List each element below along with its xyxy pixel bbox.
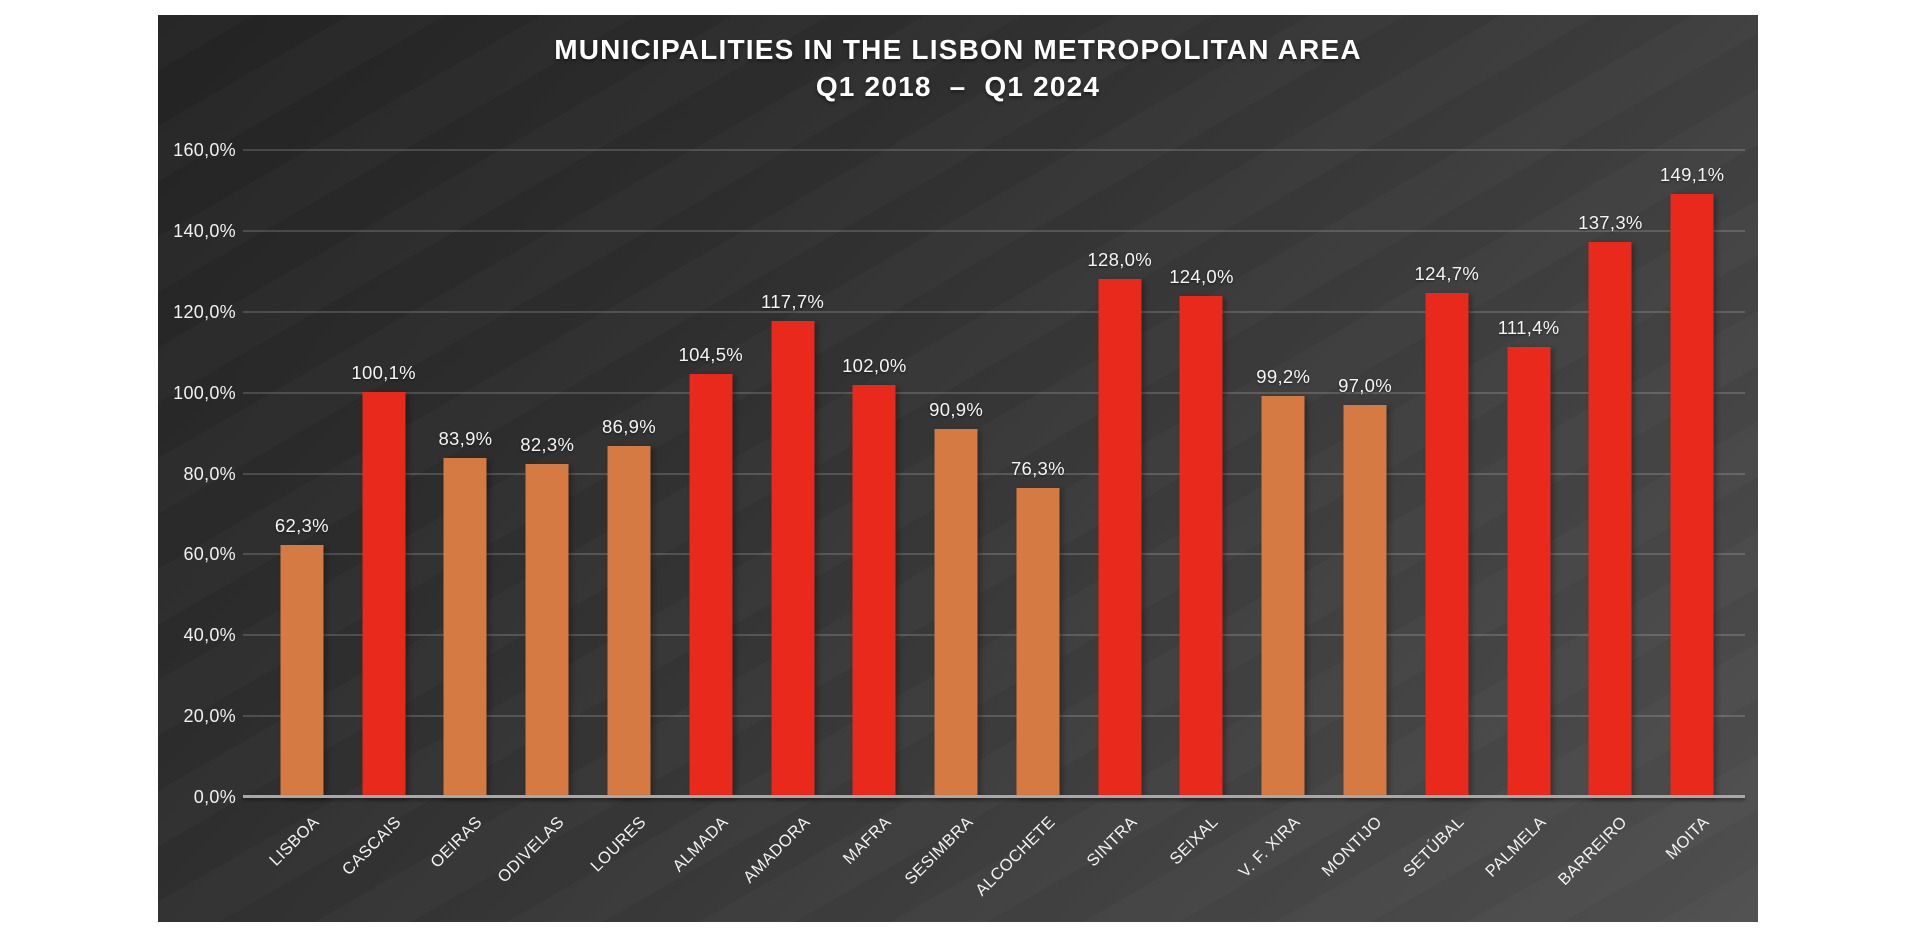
bar-value-label: 117,7% — [760, 291, 825, 313]
bar-almada — [689, 374, 733, 797]
bar-oeiras — [443, 457, 487, 797]
y-tick-label: 20,0% — [183, 706, 236, 727]
bar-v-f-xira — [1261, 395, 1305, 797]
bar-column-moita: 149,1% — [1651, 150, 1733, 797]
bar-column-palmela: 111,4% — [1488, 150, 1570, 797]
bar-value-label: 90,9% — [929, 399, 984, 421]
chart-title-line2: Q1 2018 – Q1 2024 — [815, 71, 1101, 102]
bar-column-barreiro: 137,3% — [1570, 150, 1652, 797]
x-axis-line — [243, 795, 1745, 798]
bar-column-oeiras: 83,9% — [425, 150, 507, 797]
bar-value-label: 111,4% — [1497, 316, 1560, 338]
bar-column-seixal: 124,0% — [1161, 150, 1243, 797]
gridline-100 — [243, 391, 1745, 394]
bar-value-label: 76,3% — [1010, 458, 1065, 480]
bar-alcochete — [1016, 488, 1060, 797]
x-axis-labels: LISBOA CASCAIS OEIRAS ODIVELAS LOURES ALMADA A… — [261, 797, 1733, 937]
bar-value-label: 99,2% — [1256, 365, 1311, 387]
bar-value-label: 82,3% — [520, 434, 575, 456]
gridline-160 — [243, 149, 1745, 151]
bars-layer: 62,3% 100,1% 83,9% 82,3% 86,9% 104,5% 117,7% 10… — [261, 150, 1733, 797]
bar-column-alcochete: 76,3% — [997, 150, 1079, 797]
chart-panel: MUNICIPALITIES IN THE LISBON METROPOLITA… — [158, 15, 1758, 922]
bar-set-bal — [1425, 292, 1469, 797]
chart-title-line1: MUNICIPALITIES IN THE LISBON METROPOLITA… — [554, 34, 1362, 65]
bar-amadora — [771, 321, 815, 797]
bar-value-label: 128,0% — [1087, 249, 1152, 271]
bar-value-label: 83,9% — [438, 427, 493, 449]
bar-column-cascais: 100,1% — [343, 150, 425, 797]
y-tick-label: 0,0% — [193, 787, 236, 807]
bar-lisboa — [280, 545, 324, 797]
y-tick-label: 120,0% — [173, 301, 236, 322]
bar-column-almada: 104,5% — [670, 150, 752, 797]
bar-column-loures: 86,9% — [588, 150, 670, 797]
y-tick-label: 60,0% — [183, 544, 236, 565]
y-tick-label: 100,0% — [173, 382, 236, 403]
gridline-20 — [243, 715, 1745, 718]
bar-cascais — [362, 392, 406, 797]
bar-column-amadora: 117,7% — [752, 150, 834, 797]
bar-column-mafra: 102,0% — [833, 150, 915, 797]
bar-value-label: 137,3% — [1578, 211, 1643, 233]
chart-title: MUNICIPALITIES IN THE LISBON METROPOLITA… — [158, 31, 1758, 105]
bar-value-label: 124,0% — [1169, 265, 1234, 287]
bar-value-label: 100,1% — [351, 362, 416, 384]
gridline-140 — [243, 229, 1745, 232]
bar-value-label: 149,1% — [1659, 164, 1725, 186]
bar-sesimbra — [934, 429, 978, 797]
bar-value-label: 124,7% — [1414, 262, 1480, 284]
bar-column-set-bal: 124,7% — [1406, 150, 1488, 797]
y-tick-label: 40,0% — [183, 625, 236, 646]
bar-column-odivelas: 82,3% — [506, 150, 588, 797]
gridline-40 — [243, 634, 1745, 637]
y-tick-label: 140,0% — [173, 220, 236, 241]
bar-odivelas — [525, 464, 569, 797]
bar-column-montijo: 97,0% — [1324, 150, 1406, 797]
bar-loures — [607, 445, 651, 797]
bar-seixal — [1179, 295, 1223, 797]
bar-column-sintra: 128,0% — [1079, 150, 1161, 797]
gridline-120 — [243, 310, 1745, 313]
bar-moita — [1670, 194, 1714, 797]
y-tick-label: 160,0% — [173, 140, 236, 160]
plot-area: 0,0% 20,0% 40,0% 60,0% 80,0% 100,0% 120,0% 140,… — [173, 140, 1745, 900]
gridline-80 — [243, 472, 1745, 475]
bar-palmela — [1507, 346, 1551, 797]
bar-column-sesimbra: 90,9% — [915, 150, 997, 797]
y-tick-label: 80,0% — [183, 463, 236, 484]
bar-value-label: 102,0% — [842, 354, 907, 376]
bar-value-label: 104,5% — [678, 344, 744, 366]
bar-sintra — [1098, 279, 1142, 797]
bar-value-label: 86,9% — [602, 415, 656, 437]
bar-column-v-f-xira: 99,2% — [1242, 150, 1324, 797]
bar-montijo — [1343, 404, 1387, 797]
bar-barreiro — [1588, 241, 1632, 797]
bar-value-label: 97,0% — [1338, 374, 1393, 396]
bar-mafra — [852, 384, 896, 797]
bar-value-label: 62,3% — [274, 515, 329, 537]
gridline-60 — [243, 553, 1745, 556]
bar-column-lisboa: 62,3% — [261, 150, 343, 797]
